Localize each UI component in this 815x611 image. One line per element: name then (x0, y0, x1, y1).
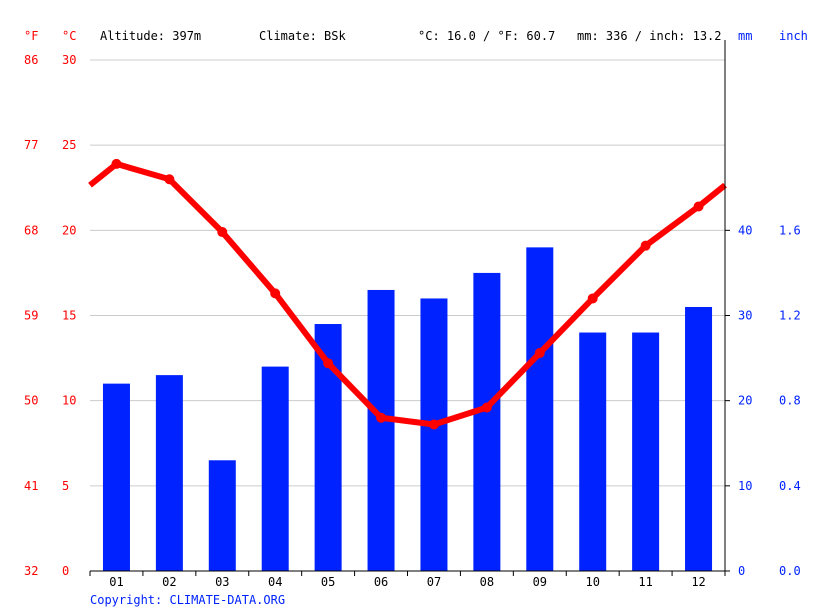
x-tick-label: 03 (215, 575, 229, 589)
y-tick-fahrenheit: 32 (24, 564, 38, 578)
y-tick-inch: 1.6 (779, 223, 801, 237)
y-tick-mm: 30 (738, 309, 752, 323)
temperature-point (693, 201, 704, 212)
y-tick-fahrenheit: 41 (24, 479, 38, 493)
axes (89, 40, 730, 576)
y-tick-fahrenheit: 86 (24, 53, 38, 67)
y-tick-mm: 0 (738, 564, 745, 578)
y-tick-celsius: 30 (62, 53, 76, 67)
x-tick-label: 10 (585, 575, 599, 589)
fahrenheit-unit-label: °F (24, 29, 38, 43)
temperature-point (164, 174, 175, 185)
y-tick-celsius: 15 (62, 309, 76, 323)
x-tick-label: 08 (480, 575, 494, 589)
y-tick-fahrenheit: 68 (24, 223, 38, 237)
altitude-text: Altitude: 397m (100, 29, 201, 43)
y-tick-celsius: 20 (62, 223, 76, 237)
tick-labels: 0 32 5 41 10 50 15 59 20 68 25 77 30 86 0 0.0 10 0.4 20 0.8… (24, 53, 801, 589)
y-tick-mm: 20 (738, 394, 752, 408)
precip-text: mm: 336 / inch: 13.2 (577, 29, 722, 43)
precipitation-bars (102, 247, 713, 571)
x-tick-label: 06 (374, 575, 388, 589)
temperature-point (217, 227, 228, 238)
precipitation-bar (632, 332, 660, 571)
y-tick-fahrenheit: 50 (24, 394, 38, 408)
copyright-link[interactable]: Copyright: CLIMATE-DATA.ORG (90, 593, 285, 607)
temperature-point (587, 293, 598, 304)
avg-temp-text: °C: 16.0 / °F: 60.7 (418, 29, 555, 43)
x-tick-label: 11 (638, 575, 652, 589)
climate-text: Climate: BSk (259, 29, 346, 43)
temperature-point (376, 412, 387, 423)
mm-unit-label: mm (738, 29, 752, 43)
grid-lines (90, 59, 725, 487)
precipitation-bar (208, 460, 236, 571)
x-tick-label: 02 (162, 575, 176, 589)
y-tick-inch: 0.4 (779, 479, 801, 493)
y-tick-inch: 0.8 (779, 394, 801, 408)
x-tick-label: 07 (427, 575, 441, 589)
precipitation-bar (579, 332, 607, 571)
y-tick-fahrenheit: 59 (24, 309, 38, 323)
x-tick-label: 01 (109, 575, 123, 589)
temperature-point (111, 158, 122, 169)
y-tick-fahrenheit: 77 (24, 138, 38, 152)
temperature-point (270, 288, 281, 299)
x-tick-label: 05 (321, 575, 335, 589)
x-tick-label: 12 (691, 575, 705, 589)
precipitation-bar (420, 298, 448, 571)
x-tick-label: 09 (533, 575, 547, 589)
temperature-line-group (88, 158, 727, 430)
y-tick-inch: 0.0 (779, 564, 801, 578)
precipitation-bar (526, 247, 554, 571)
y-tick-mm: 40 (738, 223, 752, 237)
y-tick-mm: 10 (738, 479, 752, 493)
celsius-unit-label: °C (62, 29, 76, 43)
y-tick-celsius: 25 (62, 138, 76, 152)
y-tick-celsius: 0 (62, 564, 69, 578)
precipitation-bar (261, 366, 289, 571)
precipitation-bar (155, 375, 183, 571)
temperature-point (428, 419, 439, 430)
precipitation-bar (102, 383, 130, 571)
precipitation-bar (367, 289, 395, 571)
temperature-point (481, 402, 492, 413)
temperature-point (640, 240, 651, 251)
inch-unit-label: inch (779, 29, 808, 43)
precipitation-bar (473, 272, 501, 571)
temperature-line (88, 160, 727, 428)
y-tick-inch: 1.2 (779, 309, 801, 323)
y-tick-celsius: 10 (62, 394, 76, 408)
x-tick-label: 04 (268, 575, 282, 589)
precipitation-bar (685, 306, 713, 571)
y-tick-celsius: 5 (62, 479, 69, 493)
temperature-point (534, 347, 545, 358)
temperature-point (323, 358, 334, 369)
